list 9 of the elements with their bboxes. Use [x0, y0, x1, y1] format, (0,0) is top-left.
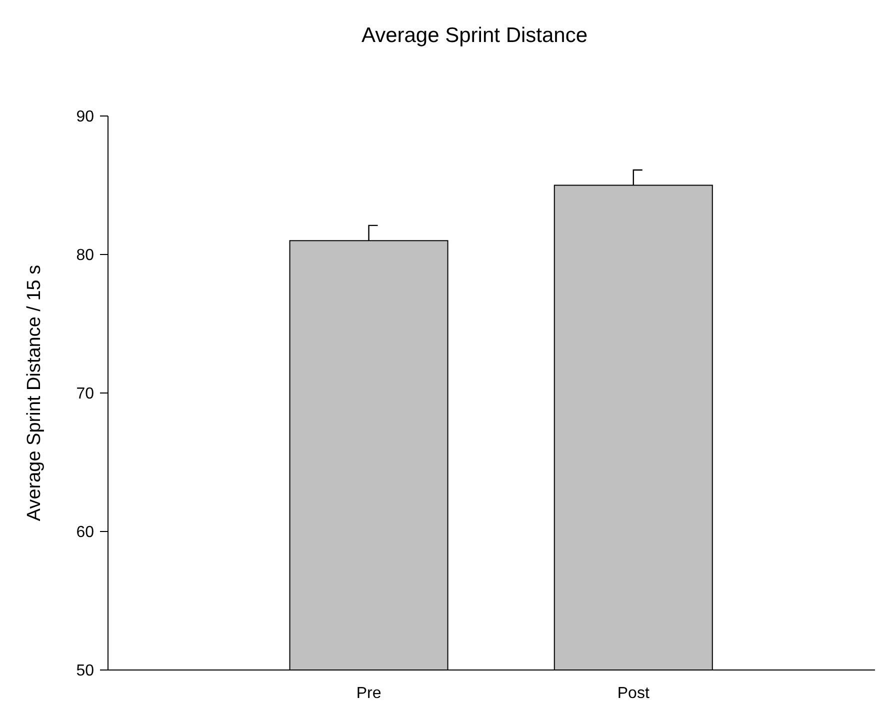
x-tick-label: Post: [617, 685, 650, 702]
y-tick-label: 90: [76, 108, 94, 126]
y-tick-label: 50: [76, 662, 94, 680]
y-tick-label: 70: [76, 386, 94, 403]
chart-title: Average Sprint Distance: [361, 24, 588, 47]
y-tick-label: 60: [76, 524, 94, 542]
x-tick-label: Pre: [356, 685, 382, 702]
y-tick-label: 80: [76, 247, 94, 264]
y-axis-title: Average Sprint Distance / 15 s: [24, 264, 45, 522]
